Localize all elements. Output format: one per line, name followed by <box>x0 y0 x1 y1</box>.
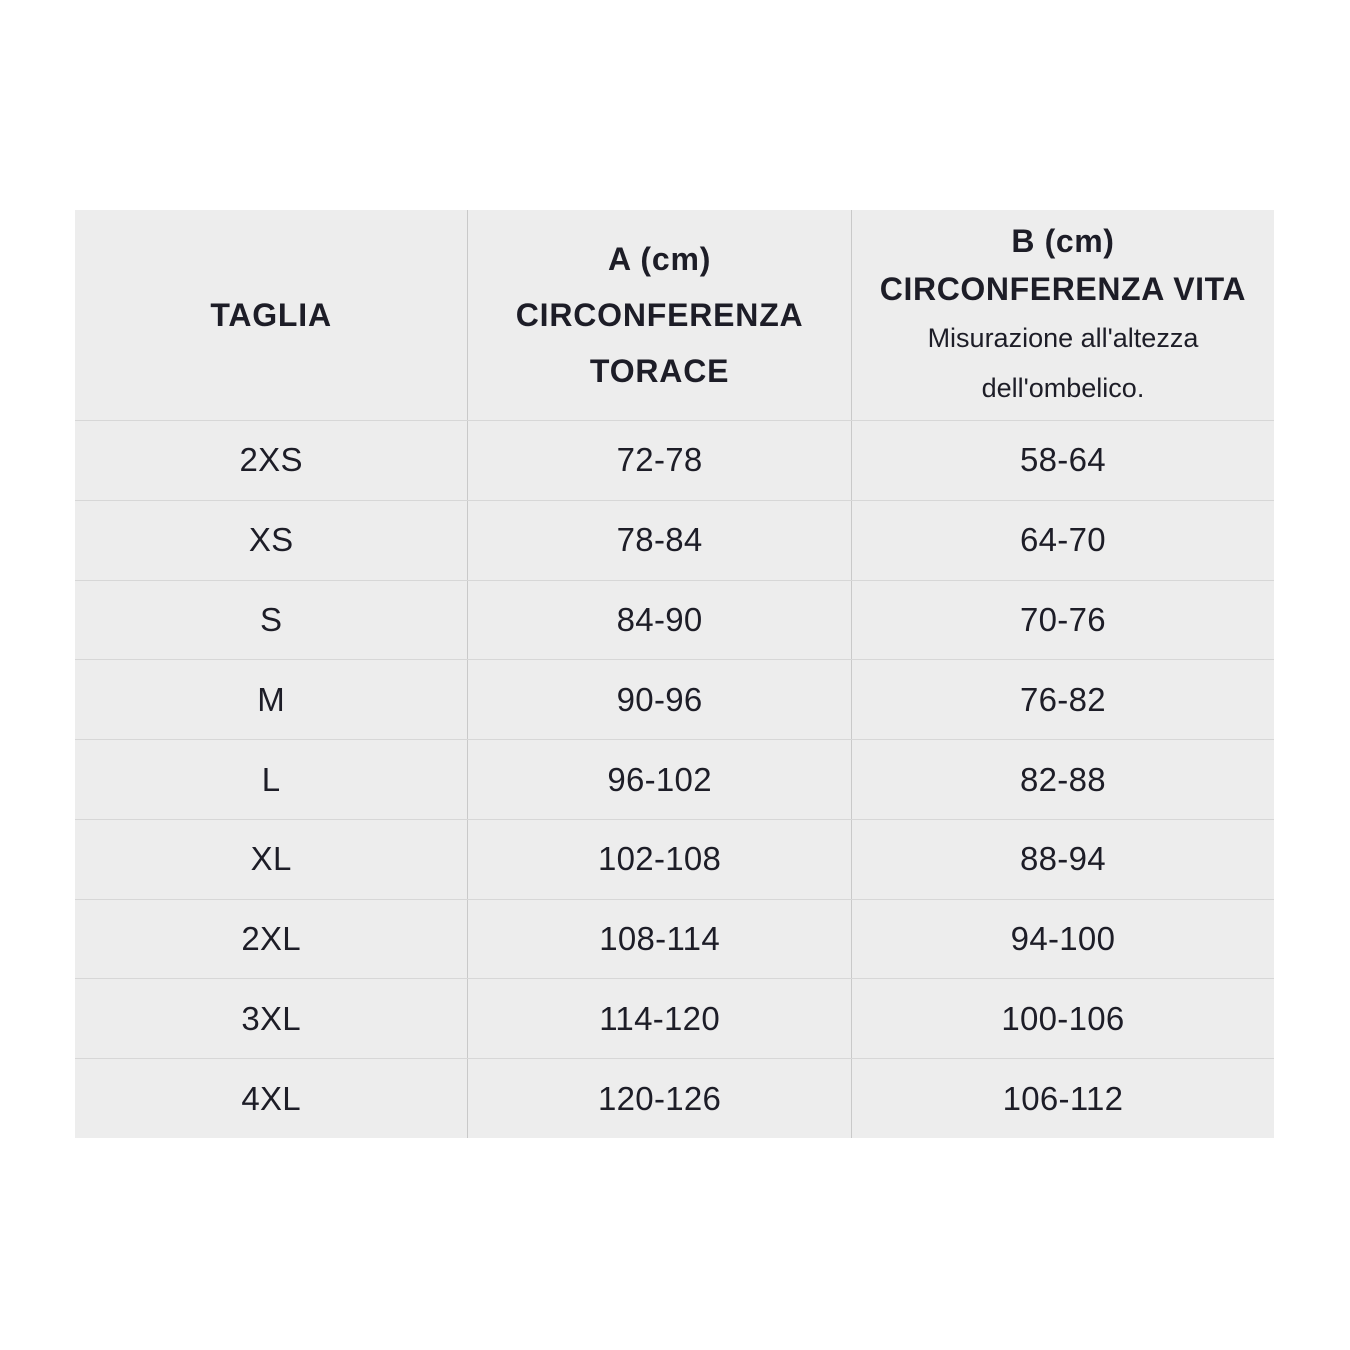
table-row-xl: XL 102-108 88-94 <box>75 818 1274 899</box>
cell-vita: 64-70 <box>1020 521 1106 559</box>
cell-taglia: XS <box>75 500 469 580</box>
table-row-3xl: 3XL 114-120 100-106 <box>75 978 1274 1059</box>
cell-torace: 102-108 <box>468 819 852 899</box>
header-b-unit: B (cm) <box>1011 223 1115 259</box>
table-row-s: S 84-90 70-76 <box>75 579 1274 660</box>
cell-taglia: 4XL <box>75 1059 469 1139</box>
table-row-m: M 90-96 76-82 <box>75 659 1274 740</box>
header-cell-torace: A (cm) CIRCONFERENZA TORACE <box>468 210 852 420</box>
cell-torace: 78-84 <box>468 500 852 580</box>
cell-taglia: 3XL <box>75 979 469 1059</box>
table-row-2xl: 2XL 108-114 94-100 <box>75 898 1274 979</box>
cell-vita: 88-94 <box>1020 840 1106 878</box>
cell-taglia: S <box>75 580 469 660</box>
cell-vita: 106-112 <box>1002 1079 1124 1117</box>
cell-vita: 70-76 <box>1020 600 1106 638</box>
header-a-label-line2: TORACE <box>589 353 730 389</box>
cell-torace: 108-114 <box>468 899 852 979</box>
table-row-xs: XS 78-84 64-70 <box>75 499 1274 580</box>
cell-taglia: M <box>75 660 469 740</box>
cell-torace: 96-102 <box>468 740 852 819</box>
header-b-note: Misurazione all'altezza dell'ombelico. <box>927 323 1199 403</box>
cell-taglia: L <box>75 740 469 819</box>
header-cell-taglia: TAGLIA <box>75 210 469 420</box>
cell-torace: 72-78 <box>468 421 852 500</box>
cell-torace: 90-96 <box>468 660 852 740</box>
header-a-label-line1: CIRCONFERENZA <box>515 297 804 333</box>
cell-torace: 114-120 <box>468 979 852 1059</box>
size-chart-table: TAGLIA A (cm) CIRCONFERENZA TORACE B (cm… <box>75 210 1274 1139</box>
cell-vita: 100-106 <box>1001 999 1125 1037</box>
header-taglia-label: TAGLIA <box>210 297 332 333</box>
cell-taglia: 2XL <box>75 899 469 979</box>
cell-torace: 120-126 <box>468 1059 852 1139</box>
header-a-unit: A (cm) <box>608 241 712 277</box>
table-row-4xl: 4XL 120-126 106-112 <box>75 1058 1274 1139</box>
header-cell-vita: B (cm) CIRCONFERENZA VITA Misurazione al… <box>852 210 1274 420</box>
cell-vita: 76-82 <box>1020 680 1106 718</box>
cell-vita: 94-100 <box>1010 920 1116 958</box>
cell-taglia: 2XS <box>75 421 469 500</box>
header-b-label: CIRCONFERENZA VITA <box>879 271 1247 307</box>
table-row-2xs: 2XS 72-78 58-64 <box>75 420 1274 500</box>
cell-vita: 82-88 <box>1020 760 1106 798</box>
cell-vita: 58-64 <box>1020 441 1106 479</box>
cell-taglia: XL <box>75 819 469 899</box>
table-row-l: L 96-102 82-88 <box>75 739 1274 819</box>
cell-torace: 84-90 <box>468 580 852 660</box>
table-header-row: TAGLIA A (cm) CIRCONFERENZA TORACE B (cm… <box>75 210 1274 420</box>
